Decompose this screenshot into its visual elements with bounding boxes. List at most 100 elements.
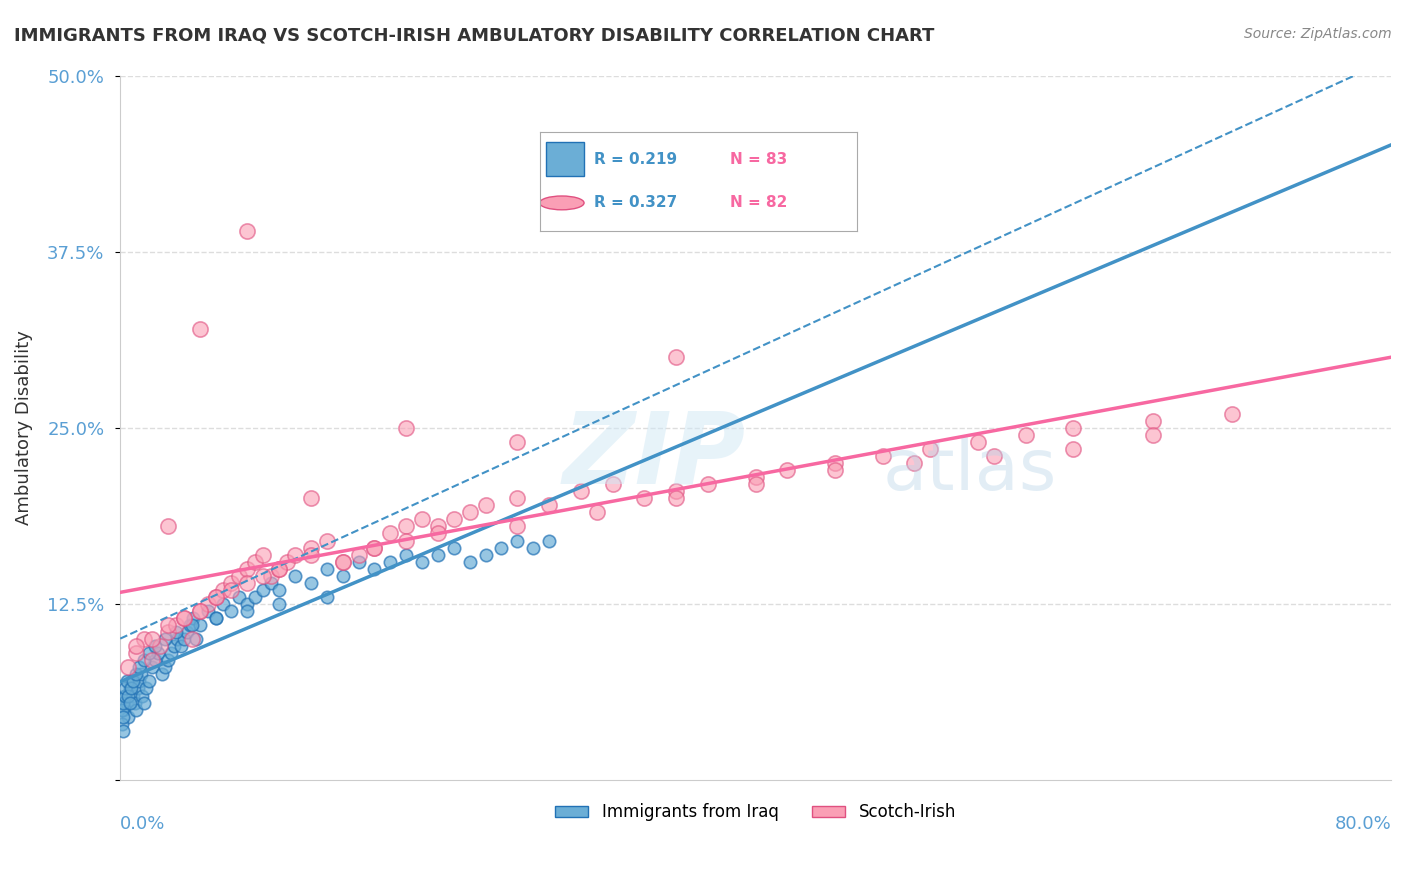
Point [1220, 407, 1243, 421]
Point [276, 555, 298, 569]
Point [1142, 427, 1164, 442]
Point [315, 533, 337, 548]
Point [299, 541, 322, 555]
Point [260, 575, 283, 590]
Point [458, 505, 481, 519]
Point [267, 562, 290, 576]
Point [118, 696, 141, 710]
Point [128, 660, 150, 674]
Point [131, 689, 153, 703]
Point [197, 597, 219, 611]
Point [236, 575, 259, 590]
Text: atlas: atlas [883, 435, 1057, 505]
Point [347, 555, 370, 569]
Point [1142, 414, 1164, 428]
Point [186, 632, 208, 647]
Point [165, 618, 187, 632]
Point [117, 660, 139, 674]
Point [299, 491, 322, 506]
Legend: Immigrants from Iraq, Scotch-Irish: Immigrants from Iraq, Scotch-Irish [548, 797, 963, 828]
Point [697, 477, 720, 491]
Point [114, 681, 136, 696]
Point [245, 555, 267, 569]
Point [197, 604, 219, 618]
Point [135, 681, 157, 696]
Point [129, 667, 152, 681]
Point [153, 632, 176, 647]
Point [395, 548, 418, 562]
Point [204, 611, 226, 625]
Point [245, 590, 267, 604]
Point [252, 548, 274, 562]
Text: Source: ZipAtlas.com: Source: ZipAtlas.com [1244, 27, 1392, 41]
Point [141, 660, 163, 674]
Point [236, 562, 259, 576]
Y-axis label: Ambulatory Disability: Ambulatory Disability [15, 330, 32, 525]
Point [150, 667, 173, 681]
Point [426, 519, 449, 533]
Point [252, 582, 274, 597]
Point [212, 597, 235, 611]
Point [443, 512, 465, 526]
Point [744, 470, 766, 484]
Point [252, 568, 274, 582]
Point [204, 611, 226, 625]
Point [491, 541, 513, 555]
Point [443, 541, 465, 555]
Text: ZIP: ZIP [562, 408, 745, 505]
Point [180, 632, 202, 647]
Point [125, 646, 148, 660]
Point [114, 689, 136, 703]
Point [221, 582, 243, 597]
Point [228, 568, 250, 582]
Text: 0.0%: 0.0% [121, 815, 166, 833]
Point [153, 660, 176, 674]
Point [363, 562, 385, 576]
Point [426, 526, 449, 541]
Point [260, 568, 283, 582]
Point [665, 484, 688, 499]
Point [132, 632, 155, 647]
Point [967, 434, 990, 449]
Point [122, 689, 145, 703]
Text: 80.0%: 80.0% [1334, 815, 1391, 833]
Point [156, 625, 179, 640]
Point [112, 696, 135, 710]
Point [228, 590, 250, 604]
Point [111, 703, 134, 717]
Point [380, 555, 402, 569]
Point [538, 533, 561, 548]
Point [315, 562, 337, 576]
Point [299, 575, 322, 590]
Point [118, 681, 141, 696]
Point [411, 512, 433, 526]
Point [395, 533, 418, 548]
Point [1014, 427, 1036, 442]
Point [156, 519, 179, 533]
Point [166, 632, 188, 647]
Point [115, 696, 138, 710]
Point [173, 632, 195, 647]
Point [983, 449, 1005, 463]
Point [128, 674, 150, 689]
Point [221, 604, 243, 618]
Point [236, 223, 259, 237]
Point [363, 541, 385, 555]
Point [117, 709, 139, 723]
Point [506, 491, 529, 506]
Point [776, 463, 799, 477]
Point [112, 703, 135, 717]
Point [474, 548, 496, 562]
Point [117, 689, 139, 703]
Point [165, 625, 187, 640]
Point [363, 541, 385, 555]
Point [132, 653, 155, 667]
Point [204, 590, 226, 604]
Point [156, 618, 179, 632]
Point [506, 519, 529, 533]
Point [267, 597, 290, 611]
Point [112, 723, 135, 738]
Point [267, 562, 290, 576]
Text: IMMIGRANTS FROM IRAQ VS SCOTCH-IRISH AMBULATORY DISABILITY CORRELATION CHART: IMMIGRANTS FROM IRAQ VS SCOTCH-IRISH AMB… [14, 27, 935, 45]
Point [143, 639, 166, 653]
